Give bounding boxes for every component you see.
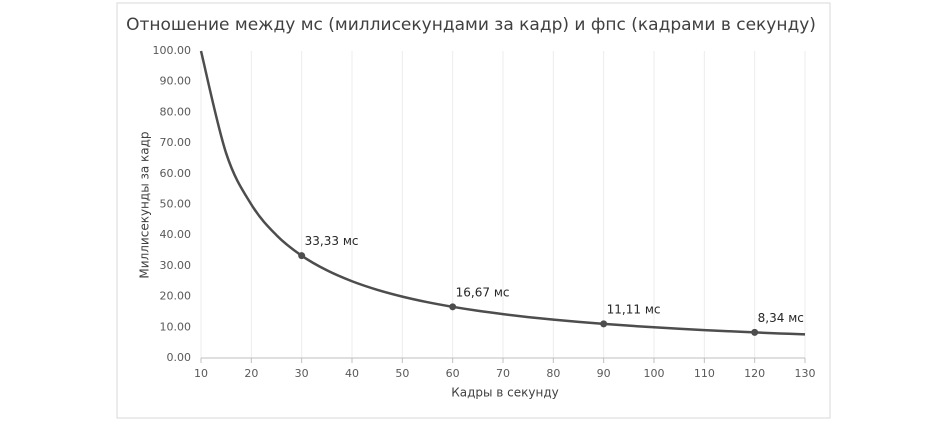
x-tick-label: 30 [295, 367, 309, 380]
y-tick-label: 50.00 [160, 198, 192, 211]
y-axis-label: Миллисекунды за кадр [138, 131, 152, 278]
x-tick-label: 20 [244, 367, 258, 380]
data-label: 33,33 мс [305, 234, 359, 248]
point [600, 320, 608, 328]
x-tick-label: 40 [345, 367, 359, 380]
chart-frame [116, 2, 831, 419]
x-axis-label: Кадры в секунду [451, 386, 559, 400]
data-label: 11,11 мс [607, 302, 661, 316]
y-tick-label: 90.00 [160, 75, 192, 88]
data-label: 8,34 мс [758, 311, 804, 325]
x-tick-label: 60 [446, 367, 460, 380]
line [199, 50, 806, 336]
y-tick-label: 40.00 [160, 228, 192, 241]
x-tick-label: 130 [795, 367, 816, 380]
y-tick-label: 60.00 [160, 167, 192, 180]
data-label: 16,67 мс [456, 285, 510, 299]
point [751, 328, 759, 336]
x-tick-label: 100 [644, 367, 665, 380]
x-tick-label: 110 [694, 367, 715, 380]
y-tick-label: 70.00 [160, 136, 192, 149]
y-tick-label: 30.00 [160, 259, 192, 272]
x-tick-label: 120 [744, 367, 765, 380]
x-tick-label: 10 [194, 367, 208, 380]
x-tick-label: 70 [496, 367, 510, 380]
y-tick-label: 100.00 [153, 44, 192, 57]
y-tick-label: 0.00 [167, 351, 192, 364]
point [298, 252, 306, 260]
y-tick-label: 10.00 [160, 320, 192, 333]
y-tick-label: 80.00 [160, 105, 192, 118]
chart-title: Отношение между мс (миллисекундами за ка… [126, 15, 816, 35]
point [449, 303, 457, 311]
x-tick-label: 90 [597, 367, 611, 380]
y-tick-label: 20.00 [160, 290, 192, 303]
x-tick-label: 80 [546, 367, 560, 380]
x-tick-label: 50 [395, 367, 409, 380]
